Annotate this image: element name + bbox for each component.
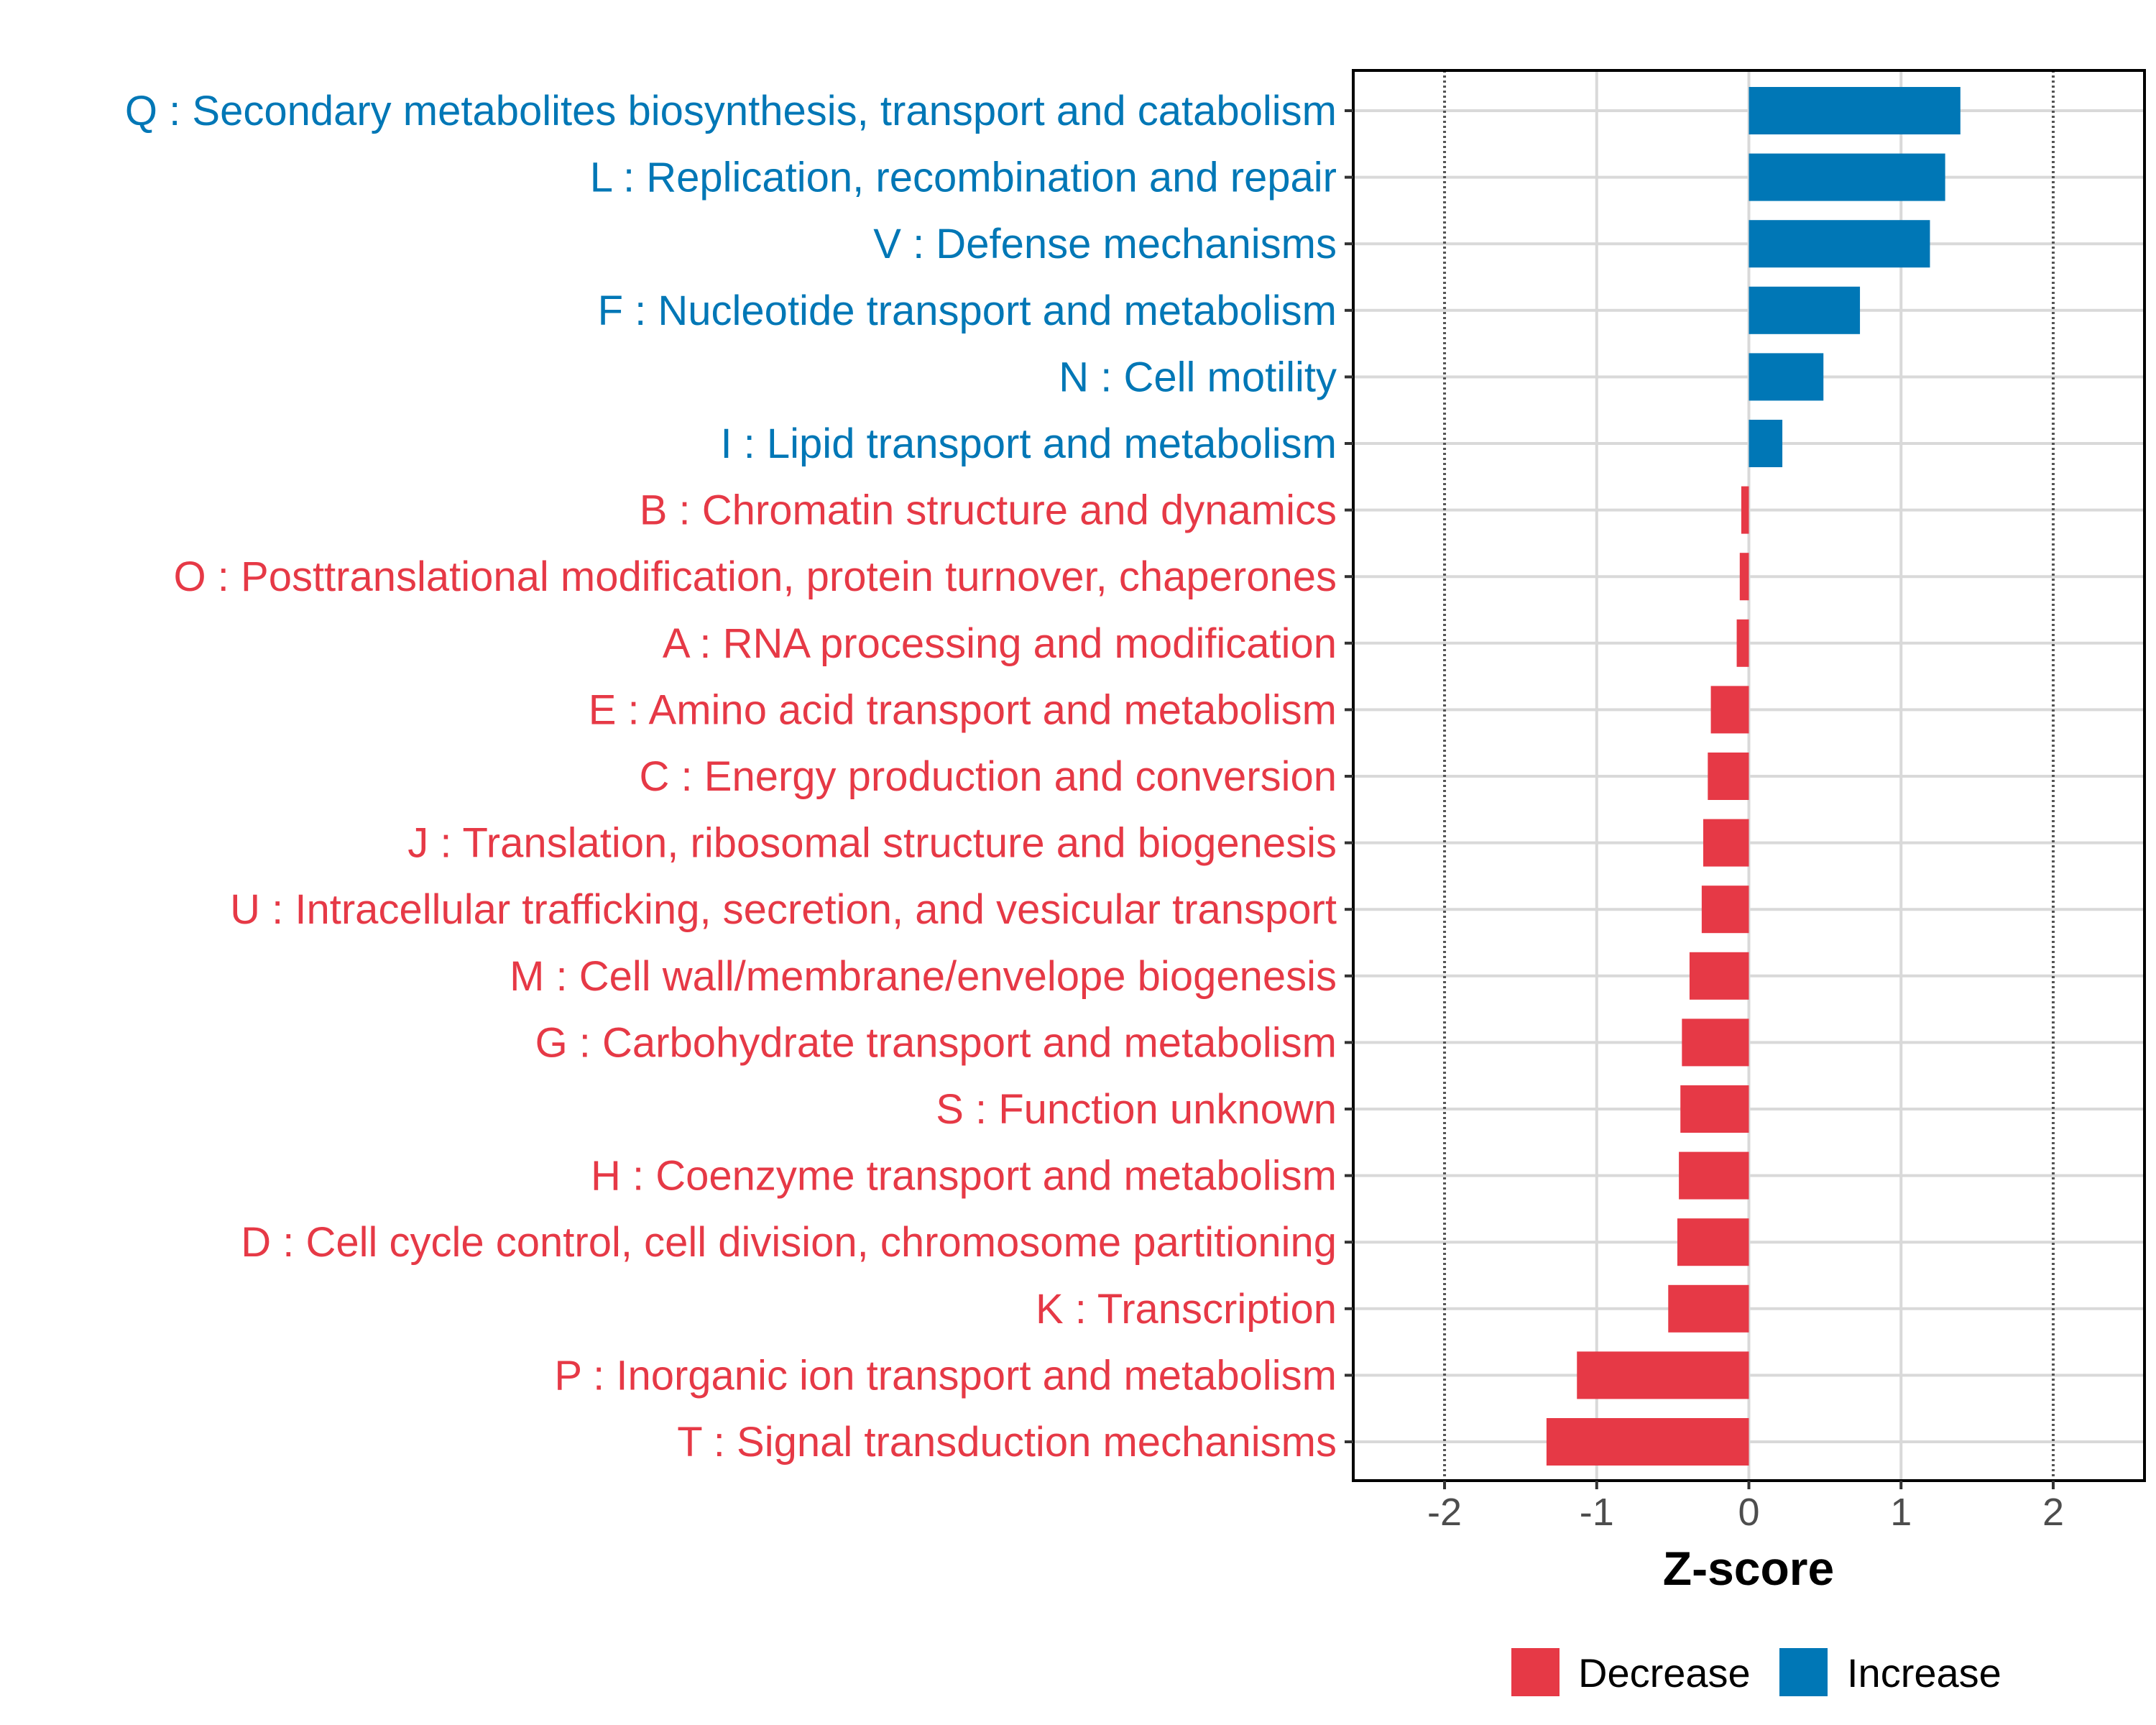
x-tick-label: 2 [2042, 1491, 2064, 1534]
category-labels: Q : Secondary metabolites biosynthesis, … [125, 88, 1353, 1466]
bar [1749, 353, 1824, 401]
category-label: S : Function unknown [936, 1086, 1337, 1133]
category-label: U : Intracellular trafficking, secretion… [230, 886, 1337, 933]
legend-label-decrease: Decrease [1578, 1650, 1751, 1696]
bar [1710, 686, 1749, 734]
bar [1682, 1018, 1749, 1067]
bar [1749, 153, 1945, 201]
category-label: D : Cell cycle control, cell division, c… [241, 1219, 1337, 1266]
bar [1703, 819, 1749, 867]
category-label: T : Signal transduction mechanisms [677, 1419, 1337, 1466]
category-label: L : Replication, recombination and repai… [590, 155, 1337, 201]
category-label: G : Carbohydrate transport and metabolis… [535, 1019, 1337, 1066]
legend-label-increase: Increase [1847, 1650, 2001, 1696]
category-label: P : Inorganic ion transport and metaboli… [554, 1352, 1337, 1399]
bar [1736, 619, 1749, 667]
category-label: K : Transcription [1036, 1286, 1337, 1333]
category-label: V : Defense mechanisms [873, 221, 1337, 267]
x-axis-title: Z-score [1663, 1542, 1834, 1595]
bar [1749, 220, 1930, 268]
bar [1708, 753, 1749, 800]
legend: Decrease Increase [1511, 1648, 2001, 1696]
bar [1741, 486, 1749, 534]
bar [1680, 1085, 1749, 1133]
category-label: I : Lipid transport and metabolism [720, 420, 1337, 467]
category-label: F : Nucleotide transport and metabolism [598, 288, 1337, 334]
bar [1739, 553, 1749, 601]
bar [1577, 1351, 1749, 1399]
x-tick-label: 1 [1890, 1491, 1912, 1534]
category-label: J : Translation, ribosomal structure and… [407, 820, 1337, 867]
category-label: B : Chromatin structure and dynamics [640, 487, 1337, 534]
category-label: C : Energy production and conversion [640, 753, 1337, 800]
category-label: E : Amino acid transport and metabolism [589, 686, 1337, 733]
category-label: Q : Secondary metabolites biosynthesis, … [125, 88, 1337, 134]
category-label: H : Coenzyme transport and metabolism [591, 1153, 1337, 1200]
bar [1749, 420, 1783, 467]
category-label: A : RNA processing and modification [663, 620, 1337, 667]
bar [1679, 1151, 1749, 1200]
x-tick-label: -2 [1427, 1491, 1462, 1534]
bar [1749, 87, 1961, 134]
category-label: M : Cell wall/membrane/envelope biogenes… [510, 953, 1337, 1000]
x-tick-label: 0 [1738, 1491, 1759, 1534]
bar [1677, 1218, 1749, 1266]
bar [1749, 286, 1861, 334]
category-label: N : Cell motility [1059, 354, 1337, 400]
legend-swatch-increase [1779, 1648, 1828, 1696]
bar [1668, 1284, 1749, 1333]
reference-lines [1443, 70, 2055, 1481]
legend-swatch-decrease [1511, 1648, 1560, 1696]
x-axis-ticks: -2 -1 0 1 2 [1427, 1481, 2064, 1534]
bar [1546, 1418, 1749, 1466]
category-label: O : Posttranslational modification, prot… [174, 553, 1337, 600]
bars [1546, 87, 1961, 1466]
bar [1689, 952, 1749, 1000]
x-tick-label: -1 [1580, 1491, 1614, 1534]
bar [1701, 886, 1749, 934]
